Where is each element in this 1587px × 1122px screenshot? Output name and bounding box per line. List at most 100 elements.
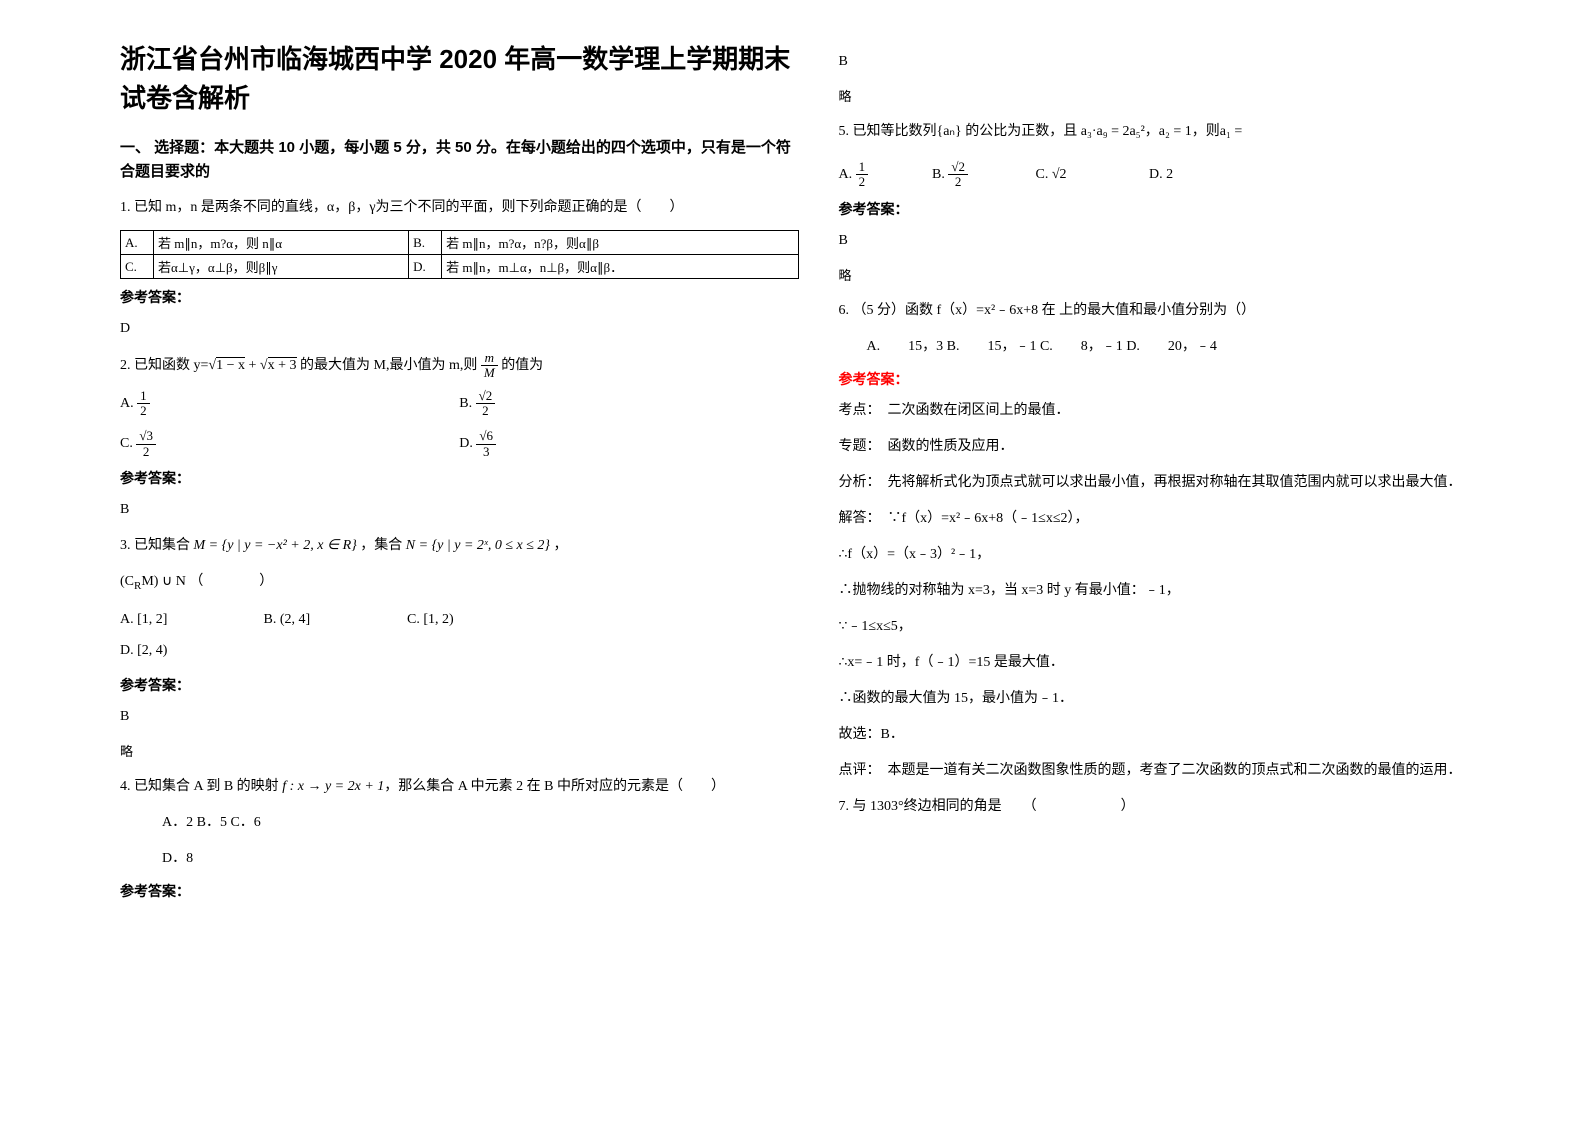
q6-fx: 分析： 先将解析式化为顶点式就可以求出最小值，再根据对称轴在其取值范围内就可以求… [839, 469, 1518, 497]
cell-tag: C. [121, 255, 154, 279]
fraction: 12 [137, 389, 150, 419]
q4-answer2: 略 [839, 84, 1518, 110]
fraction: √22 [948, 160, 968, 190]
opt: A. 15，3 [867, 339, 944, 354]
q3-answer2: 略 [120, 739, 799, 765]
q3-options-row2: D. [2, 4) [120, 636, 799, 667]
opt: A．2 [162, 815, 193, 830]
opt-tag: C. [407, 612, 420, 627]
cell-text: 若 m∥n，m?α，n?β，则α∥β [442, 231, 798, 255]
q6-options: A. 15，3 B. 15，﹣1 C. 8，﹣1 D. 20，﹣4 [839, 333, 1518, 361]
math-expr: M = {y | y = −x² + 2, x ∈ R} [194, 538, 357, 553]
answer-label: 参考答案： [120, 287, 799, 307]
q6-jd6: ∴函数的最大值为 15，最小值为﹣1． [839, 685, 1518, 713]
q4-answer: B [839, 48, 1518, 76]
q2-answer: B [120, 496, 799, 524]
answer-label: 参考答案： [120, 468, 799, 488]
opt-tag: C. [120, 436, 133, 451]
text: 5. 已知等比数列 [839, 124, 937, 139]
answer-label: 参考答案： [120, 675, 799, 695]
opt-text: 2 [1166, 167, 1173, 182]
page-title: 浙江省台州市临海城西中学 2020 年高一数学理上学期期末试卷含解析 [120, 40, 799, 118]
opt: C. 8，﹣1 [1040, 339, 1123, 354]
opt-tag: A. [839, 167, 853, 182]
fraction: 12 [856, 160, 869, 190]
opt-tag: D. [120, 643, 134, 658]
q6-dp: 点评： 本题是一道有关二次函数图象性质的题，考查了二次函数的顶点式和二次函数的最… [839, 757, 1518, 785]
opt-tag: A. [120, 612, 134, 627]
q6-zt: 专题： 函数的性质及应用． [839, 433, 1518, 461]
answer-label: 参考答案： [120, 881, 799, 901]
cell-tag: B. [409, 231, 442, 255]
text: 4. 已知集合 A 到 B 的映射 [120, 779, 279, 794]
text: = [1231, 124, 1242, 139]
text: ，则 [1192, 124, 1220, 139]
q1-option-table: A. 若 m∥n，m?α，则 n∥α B. 若 m∥n，m?α，n?β，则α∥β… [120, 230, 799, 279]
opt-text: [2, 4) [137, 643, 167, 658]
q6-stem: 6. （5 分）函数 f（x）=x²﹣6x+8 在 上的最大值和最小值分别为（） [839, 297, 1518, 325]
opt: D．8 [162, 851, 193, 866]
math-expr: a₁ [1220, 124, 1231, 139]
math-expr: {aₙ} [937, 124, 962, 139]
fraction: mM [481, 351, 498, 381]
text: ，集合 [360, 538, 402, 553]
opt-tag: B. [932, 167, 945, 182]
q5-stem: 5. 已知等比数列{aₙ} 的公比为正数，且 a₃·a₉ = 2a₅²，a₂ =… [839, 118, 1518, 146]
opt-tag: D. [459, 436, 473, 451]
text: 的公比为正数，且 [962, 124, 1081, 139]
text: 2. 已知函数 y= [120, 358, 208, 373]
text: (C [120, 574, 134, 589]
opt: C．6 [230, 815, 260, 830]
q4-options-row2: D．8 [120, 845, 799, 873]
math-expr: a₂ = 1 [1159, 124, 1192, 139]
q5-answer: B [839, 227, 1518, 255]
q6-jd5: ∴x=﹣1 时，f（﹣1）=15 是最大值． [839, 649, 1518, 677]
q5-options: A. 12 B. √22 C. √2 D. 2 [839, 160, 1518, 191]
answer-label: 参考答案： [839, 369, 1518, 389]
fraction: √32 [136, 429, 156, 459]
math-expr: √1 − x + √x + 3 [208, 357, 296, 373]
q6-gx: 故选：B． [839, 721, 1518, 749]
q1-answer: D [120, 315, 799, 343]
fraction: √22 [476, 389, 496, 419]
section-heading: 一、 选择题：本大题共 10 小题，每小题 5 分，共 50 分。在每小题给出的… [120, 136, 799, 184]
q6-jd3: ∴抛物线的对称轴为 x=3，当 x=3 时 y 有最小值：﹣1， [839, 577, 1518, 605]
text: 的值为 [498, 358, 544, 373]
cell-text: 若 m∥n，m?α，则 n∥α [154, 231, 409, 255]
q3-line2: (CRM) ∪ N （ ） [120, 568, 799, 597]
q4-options: A．2 B．5 C．6 [120, 809, 799, 837]
cell-tag: D. [409, 255, 442, 279]
text: ， [554, 538, 568, 553]
text: M) ∪ N [141, 574, 185, 589]
cell-text: 若 m∥n，m⊥α，n⊥β，则α∥β． [442, 255, 798, 279]
q6-jd1: 解答： ∵f（x）=x²﹣6x+8（﹣1≤x≤2）， [839, 505, 1518, 533]
text: （ ） [189, 574, 273, 589]
text: ，那么集合 A 中元素 2 在 B 中所对应的元素是（ ） [384, 779, 725, 794]
answer-label: 参考答案： [839, 199, 1518, 219]
math-expr: N = {y | y = 2ˣ, 0 ≤ x ≤ 2} [406, 538, 550, 553]
opt-text: √2 [1052, 167, 1067, 182]
opt: D. 20，﹣4 [1126, 339, 1217, 354]
text: 的最大值为 M,最小值为 m,则 [297, 358, 481, 373]
cell-tag: A. [121, 231, 154, 255]
opt-tag: A. [120, 396, 134, 411]
opt-tag: B. [264, 612, 277, 627]
text: 3. 已知集合 [120, 538, 190, 553]
opt-tag: D. [1149, 167, 1163, 182]
cell-text: 若α⊥γ，α⊥β，则β∥γ [154, 255, 409, 279]
opt-tag: B. [459, 396, 472, 411]
opt-tag: C. [1036, 167, 1049, 182]
q1-stem: 1. 已知 m，n 是两条不同的直线，α，β，γ为三个不同的平面，则下列命题正确… [120, 194, 799, 222]
q2-options: A. 12 B. √22 C. √32 D. √63 [120, 389, 799, 461]
math-expr: a₃·a₉ = 2a₅² [1081, 124, 1145, 139]
q3-options: A. [1, 2] B. (2, 4] C. [1, 2) [120, 605, 799, 636]
opt: B. 15，﹣1 [947, 339, 1037, 354]
opt-text: (2, 4] [280, 612, 310, 627]
q6-kd: 考点： 二次函数在闭区间上的最值． [839, 397, 1518, 425]
opt: B．5 [197, 815, 227, 830]
q6-jd4: ∵﹣1≤x≤5， [839, 613, 1518, 641]
text: ， [1145, 124, 1159, 139]
fraction: √63 [476, 429, 496, 459]
math-expr: f : x → y = 2x + 1 [279, 779, 385, 794]
opt-text: [1, 2) [423, 612, 453, 627]
